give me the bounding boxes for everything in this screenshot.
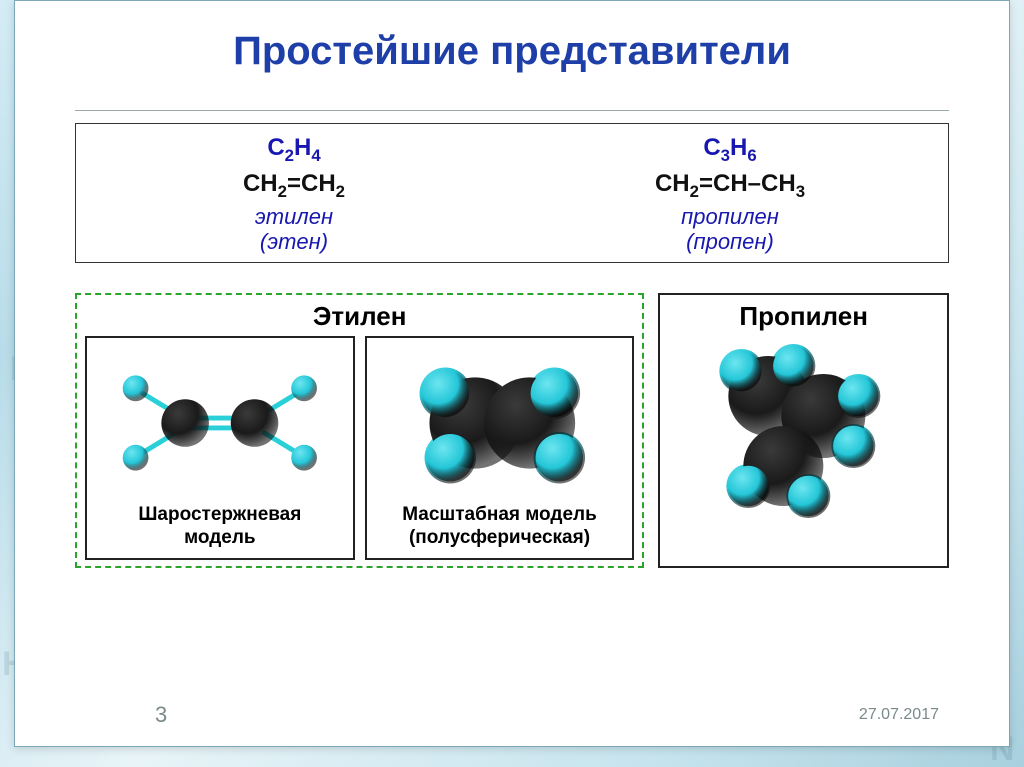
ethylene-header: Этилен bbox=[85, 301, 634, 332]
slide-title: Простейшие представители bbox=[15, 1, 1009, 74]
ball-stick-caption: Шаростержневая модель bbox=[138, 504, 301, 550]
propylene-molecular-formula: C3H6 bbox=[516, 134, 944, 166]
ball-stick-card: Шаростержневая модель bbox=[85, 336, 355, 560]
slide-frame: Простейшие представители C2H4 CH2=CH2 эт… bbox=[14, 0, 1010, 747]
spacefill-caption: Масштабная модель (полусферическая) bbox=[402, 504, 597, 550]
page-number: 3 bbox=[155, 702, 167, 728]
spacefill-canvas bbox=[371, 348, 629, 498]
title-underline bbox=[75, 110, 949, 111]
propylene-canvas bbox=[666, 336, 941, 526]
propylene-card: Пропилен bbox=[658, 293, 949, 568]
formulas-box: C2H4 CH2=CH2 этилен (этен) C3H6 CH2=CH–C… bbox=[75, 123, 949, 263]
propylene-name: пропилен (пропен) bbox=[516, 204, 944, 255]
ethylene-structural-formula: CH2=CH2 bbox=[80, 170, 508, 202]
formula-propylene: C3H6 CH2=CH–CH3 пропилен (пропен) bbox=[512, 124, 948, 262]
ball-stick-canvas bbox=[91, 348, 349, 498]
spacefill-card: Масштабная модель (полусферическая) bbox=[365, 336, 635, 560]
ethylene-molecular-formula: C2H4 bbox=[80, 134, 508, 166]
ethylene-name: этилен (этен) bbox=[80, 204, 508, 255]
models-row: Этилен Шаростержневая модель bbox=[75, 293, 949, 568]
propylene-structural-formula: CH2=CH–CH3 bbox=[516, 170, 944, 202]
propylene-header: Пропилен bbox=[739, 301, 867, 332]
ethylene-group: Этилен Шаростержневая модель bbox=[75, 293, 644, 568]
formula-ethylene: C2H4 CH2=CH2 этилен (этен) bbox=[76, 124, 512, 262]
slide-footer: 3 27.07.2017 bbox=[15, 702, 1009, 728]
slide-date: 27.07.2017 bbox=[859, 706, 939, 724]
